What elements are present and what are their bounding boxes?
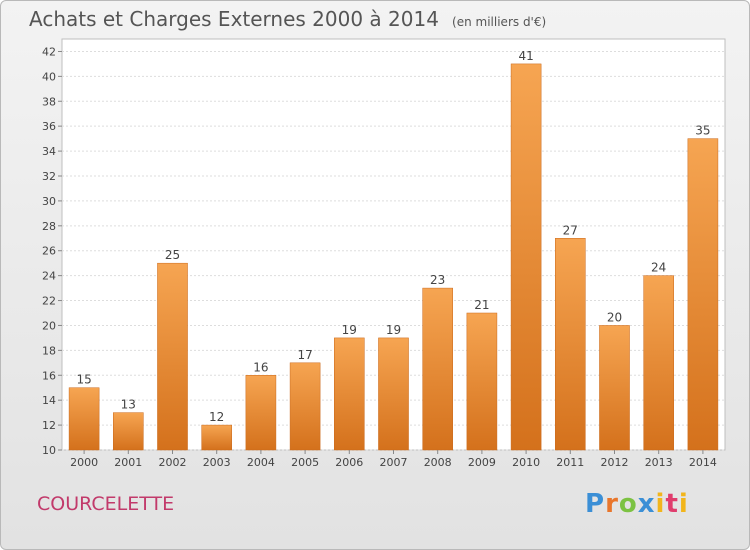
data-label: 24 [651,261,666,275]
data-label: 12 [209,410,224,424]
x-tick-label: 2003 [203,456,231,469]
data-label: 17 [297,348,312,362]
y-tick-label: 32 [42,170,56,183]
y-tick-label: 18 [42,344,56,357]
proxiti-logo: Proxiti [585,489,689,519]
data-label: 27 [563,223,578,237]
data-label: 16 [253,360,268,374]
data-label: 19 [386,323,401,337]
bar [422,287,453,451]
data-label: 25 [165,248,180,262]
commune-name: COURCELETTE [37,493,175,515]
y-tick-label: 26 [42,245,56,258]
y-tick-label: 28 [42,220,56,233]
data-label: 15 [76,373,91,387]
bar [555,238,586,451]
data-label: 20 [607,310,622,324]
y-tick-label: 38 [42,95,56,108]
y-tick-label: 16 [42,369,56,382]
x-tick-label: 2010 [512,456,540,469]
y-tick-label: 20 [42,319,56,332]
bar [687,138,719,451]
x-tick-label: 2002 [159,456,187,469]
y-tick-label: 12 [42,419,56,432]
x-tick-label: 2000 [70,456,98,469]
x-tick-label: 2006 [335,456,363,469]
bar [378,337,409,451]
x-tick-label: 2008 [424,456,452,469]
x-tick-label: 2013 [645,456,673,469]
chart-unit-label: (en milliers d'€) [452,15,547,29]
y-tick-label: 24 [42,270,56,283]
y-tick-label: 30 [42,195,56,208]
bar [510,63,542,451]
data-label: 41 [518,49,533,63]
bar [113,412,144,451]
bar [201,424,232,451]
data-label: 35 [695,124,710,138]
data-label: 21 [474,298,489,312]
bar [334,337,365,451]
bar [68,387,100,451]
y-tick-label: 10 [42,444,56,457]
x-tick-label: 2011 [556,456,584,469]
y-tick-label: 40 [42,70,56,83]
chart-title: Achats et Charges Externes 2000 à 2014 [29,7,439,31]
x-tick-label: 2005 [291,456,319,469]
y-tick-label: 14 [42,394,56,407]
data-label: 13 [121,398,136,412]
bar [289,362,321,451]
x-tick-label: 2009 [468,456,496,469]
bar [157,262,188,451]
y-tick-label: 36 [42,120,56,133]
bar [245,375,277,451]
data-label: 23 [430,273,445,287]
data-label: 19 [342,323,357,337]
bar [599,325,630,451]
x-tick-label: 2014 [689,456,717,469]
y-tick-label: 42 [42,45,56,58]
x-tick-label: 2007 [380,456,408,469]
y-tick-label: 34 [42,145,56,158]
x-tick-label: 2001 [114,456,142,469]
x-tick-label: 2012 [601,456,629,469]
bar [466,312,498,451]
bar [643,275,674,451]
x-tick-label: 2004 [247,456,275,469]
title-row: Achats et Charges Externes 2000 à 2014 (… [29,7,546,31]
y-tick-label: 22 [42,295,56,308]
